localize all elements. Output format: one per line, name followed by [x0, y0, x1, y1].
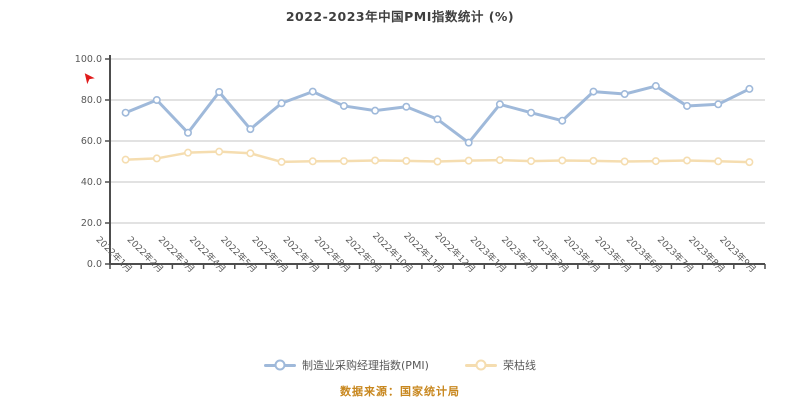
data-point-marker — [339, 157, 348, 166]
data-point-marker — [558, 116, 567, 125]
legend-label-pmi: 制造业采购经理指数(PMI) — [302, 359, 429, 372]
data-point-marker — [277, 157, 286, 166]
data-point-marker — [183, 128, 192, 137]
data-point-marker — [152, 96, 161, 105]
legend-item-threshold[interactable]: 荣枯线 — [464, 357, 536, 373]
data-point-marker — [215, 88, 224, 97]
data-point-marker — [620, 157, 629, 166]
threshold-line-swatch-icon — [464, 359, 497, 371]
data-point-marker — [339, 101, 348, 110]
data-point-marker — [246, 125, 255, 134]
data-point-marker — [246, 149, 255, 158]
data-point-marker — [121, 155, 130, 164]
y-tick-label: 100.0 — [75, 54, 102, 65]
data-point-marker — [433, 157, 442, 166]
data-point-marker — [308, 87, 317, 96]
data-point-marker — [495, 100, 504, 109]
data-point-marker — [402, 102, 411, 111]
chart-title: 2022-2023年中国PMI指数统计 (%) — [285, 9, 515, 24]
data-point-marker — [620, 90, 629, 99]
data-point-marker — [589, 87, 598, 96]
data-point-marker — [433, 115, 442, 124]
data-point-marker — [527, 108, 536, 117]
data-point-marker — [558, 156, 567, 165]
data-point-marker — [745, 84, 754, 93]
data-point-marker — [745, 158, 754, 167]
data-point-marker — [527, 157, 536, 166]
data-point-marker — [651, 82, 660, 91]
data-point-marker — [683, 101, 692, 110]
legend-label-threshold: 荣枯线 — [502, 359, 536, 372]
source-note: 数据来源：国家统计局 — [340, 385, 460, 398]
data-point-marker — [464, 138, 473, 147]
data-point-marker — [714, 100, 723, 109]
data-point-marker — [215, 147, 224, 156]
data-point-marker — [308, 157, 317, 166]
data-point-marker — [152, 154, 161, 163]
data-point-marker — [402, 156, 411, 165]
data-point-marker — [371, 106, 380, 115]
data-point-marker — [589, 156, 598, 165]
data-point-marker — [371, 156, 380, 165]
y-tick-label: 20.0 — [81, 218, 102, 229]
data-point-marker — [683, 156, 692, 165]
data-point-marker — [495, 156, 504, 165]
data-point-marker — [651, 157, 660, 166]
data-point-marker — [464, 156, 473, 165]
pmi-marker-icon — [274, 359, 286, 371]
y-tick-label: 60.0 — [81, 136, 102, 147]
data-point-marker — [714, 157, 723, 166]
y-tick-label: 80.0 — [81, 95, 102, 106]
data-point-marker — [183, 148, 192, 157]
chart-legend: 制造业采购经理指数(PMI) 荣枯线 — [0, 357, 800, 373]
y-tick-label: 0.0 — [87, 259, 102, 270]
y-tick-label: 40.0 — [81, 177, 102, 188]
data-point-marker — [121, 108, 130, 117]
legend-item-pmi[interactable]: 制造业采购经理指数(PMI) — [264, 357, 429, 373]
threshold-marker-icon — [475, 359, 487, 371]
data-point-marker — [277, 99, 286, 108]
pmi-line-swatch-icon — [264, 359, 297, 371]
